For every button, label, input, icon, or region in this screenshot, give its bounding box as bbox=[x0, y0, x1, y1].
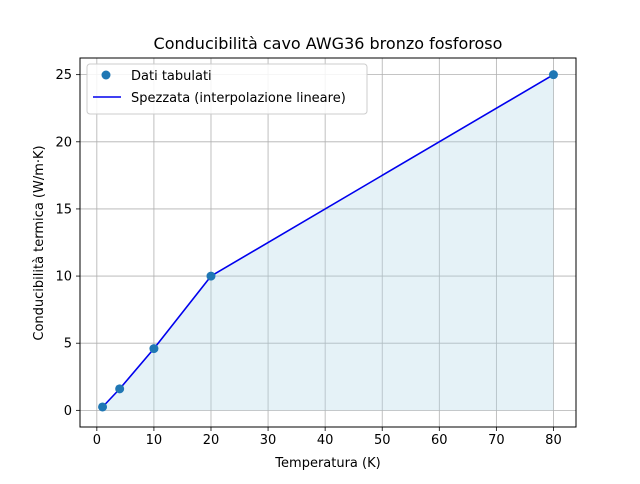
x-tick-label: 30 bbox=[260, 433, 277, 448]
legend-label-markers: Dati tabulati bbox=[131, 69, 212, 84]
plot-area bbox=[79, 57, 577, 428]
chart-title: Conducibilità cavo AWG36 bronzo fosforos… bbox=[154, 34, 503, 53]
data-point bbox=[98, 402, 108, 412]
y-axis-ticks: 0 5 10 15 20 25 bbox=[55, 68, 80, 419]
y-tick-label: 15 bbox=[55, 202, 72, 217]
y-axis-label: Conducibilità termica (W/m·K) bbox=[32, 145, 47, 340]
x-axis-label: Temperatura (K) bbox=[274, 456, 380, 471]
x-tick-label: 80 bbox=[545, 433, 562, 448]
data-point bbox=[149, 344, 159, 354]
legend-frame bbox=[86, 63, 368, 115]
x-tick-label: 60 bbox=[431, 433, 448, 448]
fill-layer bbox=[102, 74, 554, 411]
y-tick-label: 5 bbox=[64, 337, 72, 352]
marker-layer bbox=[98, 70, 558, 412]
legend: Dati tabulati Spezzata (interpolazione l… bbox=[86, 63, 368, 115]
legend-label-line: Spezzata (interpolazione lineare) bbox=[131, 91, 346, 106]
x-tick-label: 0 bbox=[93, 433, 101, 448]
y-tick-label: 25 bbox=[55, 68, 72, 83]
x-tick-label: 20 bbox=[203, 433, 220, 448]
legend-marker-icon bbox=[101, 70, 111, 80]
x-tick-label: 10 bbox=[146, 433, 163, 448]
data-point bbox=[115, 384, 125, 394]
data-point bbox=[548, 70, 558, 80]
area-fill bbox=[102, 74, 554, 411]
x-tick-label: 70 bbox=[488, 433, 505, 448]
x-axis-ticks: 0 10 20 30 40 50 60 70 80 bbox=[93, 427, 562, 448]
axes-frame bbox=[79, 57, 577, 428]
data-point bbox=[206, 271, 216, 281]
x-tick-label: 50 bbox=[374, 433, 391, 448]
y-tick-label: 0 bbox=[64, 404, 72, 419]
y-tick-label: 10 bbox=[55, 270, 72, 285]
x-tick-label: 40 bbox=[317, 433, 334, 448]
y-tick-label: 20 bbox=[55, 135, 72, 150]
